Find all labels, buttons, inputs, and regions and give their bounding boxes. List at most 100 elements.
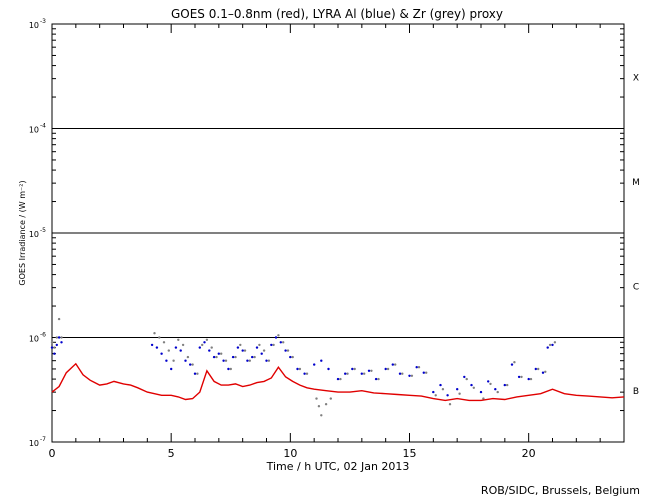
lyra-zr-point [286, 349, 290, 352]
flare-class-lines [52, 128, 624, 338]
credit-text: ROB/SIDC, Brussels, Belgium [481, 484, 640, 497]
y-tick-exponent: -3 [40, 18, 46, 25]
x-axis: 0 5 10 15 20 [49, 24, 625, 460]
lyra-zr-point [55, 336, 58, 339]
lyra-zr-point [324, 403, 328, 406]
lyra-al-point [251, 355, 254, 359]
flare-class-label: M [632, 178, 640, 188]
lyra-al-point [551, 343, 554, 347]
lyra-al-point [274, 336, 278, 339]
lyra-al-point [432, 390, 435, 394]
lyra-zr-point [441, 388, 445, 391]
lyra-al-point [270, 343, 273, 347]
lyra-zr-point [186, 355, 190, 359]
lyra-zr-point [60, 336, 63, 339]
lyra-al-point [408, 374, 411, 377]
y-tick-exponent: -4 [40, 123, 46, 130]
lyra-zr-point [215, 355, 218, 359]
lyra-zr-point [239, 343, 242, 347]
lyra-zr-point [315, 397, 318, 400]
lyra-zr-point [253, 355, 256, 359]
lyra-zr-point [282, 341, 285, 344]
lyra-al-point [422, 371, 425, 374]
lyra-zr-point [394, 363, 397, 366]
lyra-zr-point [224, 359, 228, 362]
lyra-zr-point [320, 414, 323, 417]
lyra-al-point [470, 383, 473, 387]
flare-class-label: B [633, 387, 639, 397]
lyra-zr-point [353, 367, 356, 371]
y-axis: 10-710-610-510-410-3 [29, 18, 624, 448]
lyra-al-point [289, 355, 292, 359]
lyra-al-point [391, 363, 394, 366]
lyra-al-point [446, 394, 449, 397]
series-goes [51, 362, 625, 402]
lyra-al-point [236, 346, 240, 349]
lyra-zr-point [234, 355, 237, 359]
lyra-al-point [222, 359, 225, 362]
lyra-al-point [260, 352, 263, 355]
lyra-al-point [60, 341, 63, 344]
lyra-zr-point [317, 405, 321, 408]
lyra-zr-point [506, 383, 509, 387]
lyra-zr-point [520, 375, 523, 379]
lyra-zr-point [482, 397, 485, 400]
lyra-al-point [360, 372, 363, 375]
lyra-al-point [303, 372, 306, 375]
lyra-al-point [217, 352, 220, 355]
lyra-zr-point [537, 367, 540, 371]
x-tick-label: 0 [49, 447, 56, 460]
lyra-zr-point [267, 359, 271, 362]
lyra-al-point [231, 355, 235, 359]
lyra-zr-point [229, 367, 232, 371]
lyra-zr-point [181, 343, 185, 347]
lyra-zr-point [377, 377, 380, 381]
lyra-al-point [150, 343, 154, 347]
lyra-al-point [160, 352, 163, 355]
lyra-zr-point [262, 349, 266, 352]
y-tick-label: 10 [29, 335, 39, 344]
lyra-zr-point [272, 343, 275, 347]
x-tick-label: 20 [522, 447, 536, 460]
lyra-al-point [198, 346, 201, 349]
lyra-al-point [367, 369, 371, 372]
lyra-al-point [463, 375, 466, 379]
lyra-zr-point [298, 367, 302, 371]
lyra-al-point [384, 367, 387, 371]
lyra-al-point [320, 359, 323, 362]
lyra-al-point [336, 377, 340, 381]
lyra-zr-point [363, 372, 366, 375]
lyra-zr-point [57, 317, 61, 321]
lyra-al-point [203, 341, 206, 344]
x-tick-label: 5 [168, 447, 175, 460]
lyra-al-point [50, 346, 54, 349]
lyra-zr-point [465, 377, 468, 381]
lyra-al-point [184, 359, 187, 362]
lyra-zr-point [386, 367, 390, 371]
lyra-al-point [398, 372, 402, 375]
lyra-zr-point [305, 372, 309, 375]
y-tick-label: 10 [29, 230, 39, 239]
x-tick-label: 15 [403, 447, 417, 460]
lyra-al-point [487, 380, 490, 383]
x-axis-label: Time / h UTC, 02 Jan 2013 [266, 460, 410, 473]
series-lyra-al [50, 336, 554, 397]
lyra-al-point [246, 359, 249, 362]
lyra-al-point [279, 341, 282, 344]
lyra-al-point [503, 383, 506, 387]
lyra-zr-point [191, 363, 194, 366]
lyra-zr-point [448, 403, 452, 406]
lyra-zr-point [172, 359, 175, 362]
lyra-zr-point [544, 370, 547, 373]
lyra-zr-point [329, 397, 332, 400]
lyra-zr-point [513, 361, 516, 364]
x-tick-label: 10 [283, 447, 297, 460]
y-tick-exponent: -6 [40, 332, 46, 339]
lyra-al-point [57, 336, 61, 339]
flare-class-label: X [633, 73, 639, 83]
lyra-al-point [527, 377, 530, 381]
lyra-al-point [265, 359, 268, 362]
flare-class-labels: B C M X [632, 73, 640, 397]
y-tick-exponent: -5 [40, 227, 46, 234]
